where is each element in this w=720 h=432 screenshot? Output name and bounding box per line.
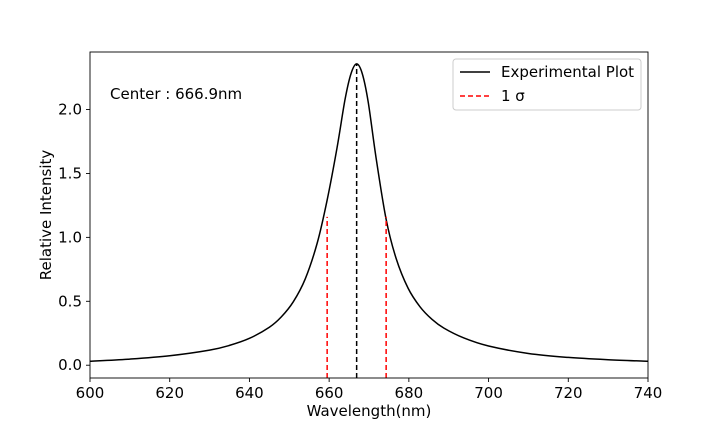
plot-area [89,63,649,378]
legend-box [452,58,642,111]
y-tick-label: 1.0 [58,228,82,246]
y-tick-label: 2.0 [58,101,82,119]
tick-layer: 600 620 640 660 680 700 720 740 0.0 0.5 1.0 1.5 2.0 [58,101,662,402]
annotation-center: Center : 666.9nm [110,85,242,103]
axes-frame [89,51,649,379]
y-axis-label: Relative Intensity [37,150,55,281]
legend-label-experimental: Experimental Plot [501,63,634,81]
x-tick-label: 720 [554,384,583,402]
x-tick-label: 700 [474,384,503,402]
y-tick-label: 0.5 [58,292,82,310]
x-tick-label: 600 [76,384,105,402]
x-tick-label: 680 [395,384,424,402]
y-tick-label: 1.5 [58,164,82,182]
legend-label-sigma: 1 σ [501,87,525,105]
y-tick-label: 0.0 [58,356,82,374]
x-tick-label: 640 [235,384,264,402]
x-tick-label: 660 [315,384,344,402]
x-tick-label: 740 [634,384,663,402]
x-tick-label: 620 [155,384,184,402]
legend: Experimental Plot 1 σ [452,58,642,111]
x-axis-label: Wavelength(nm) [307,402,432,420]
